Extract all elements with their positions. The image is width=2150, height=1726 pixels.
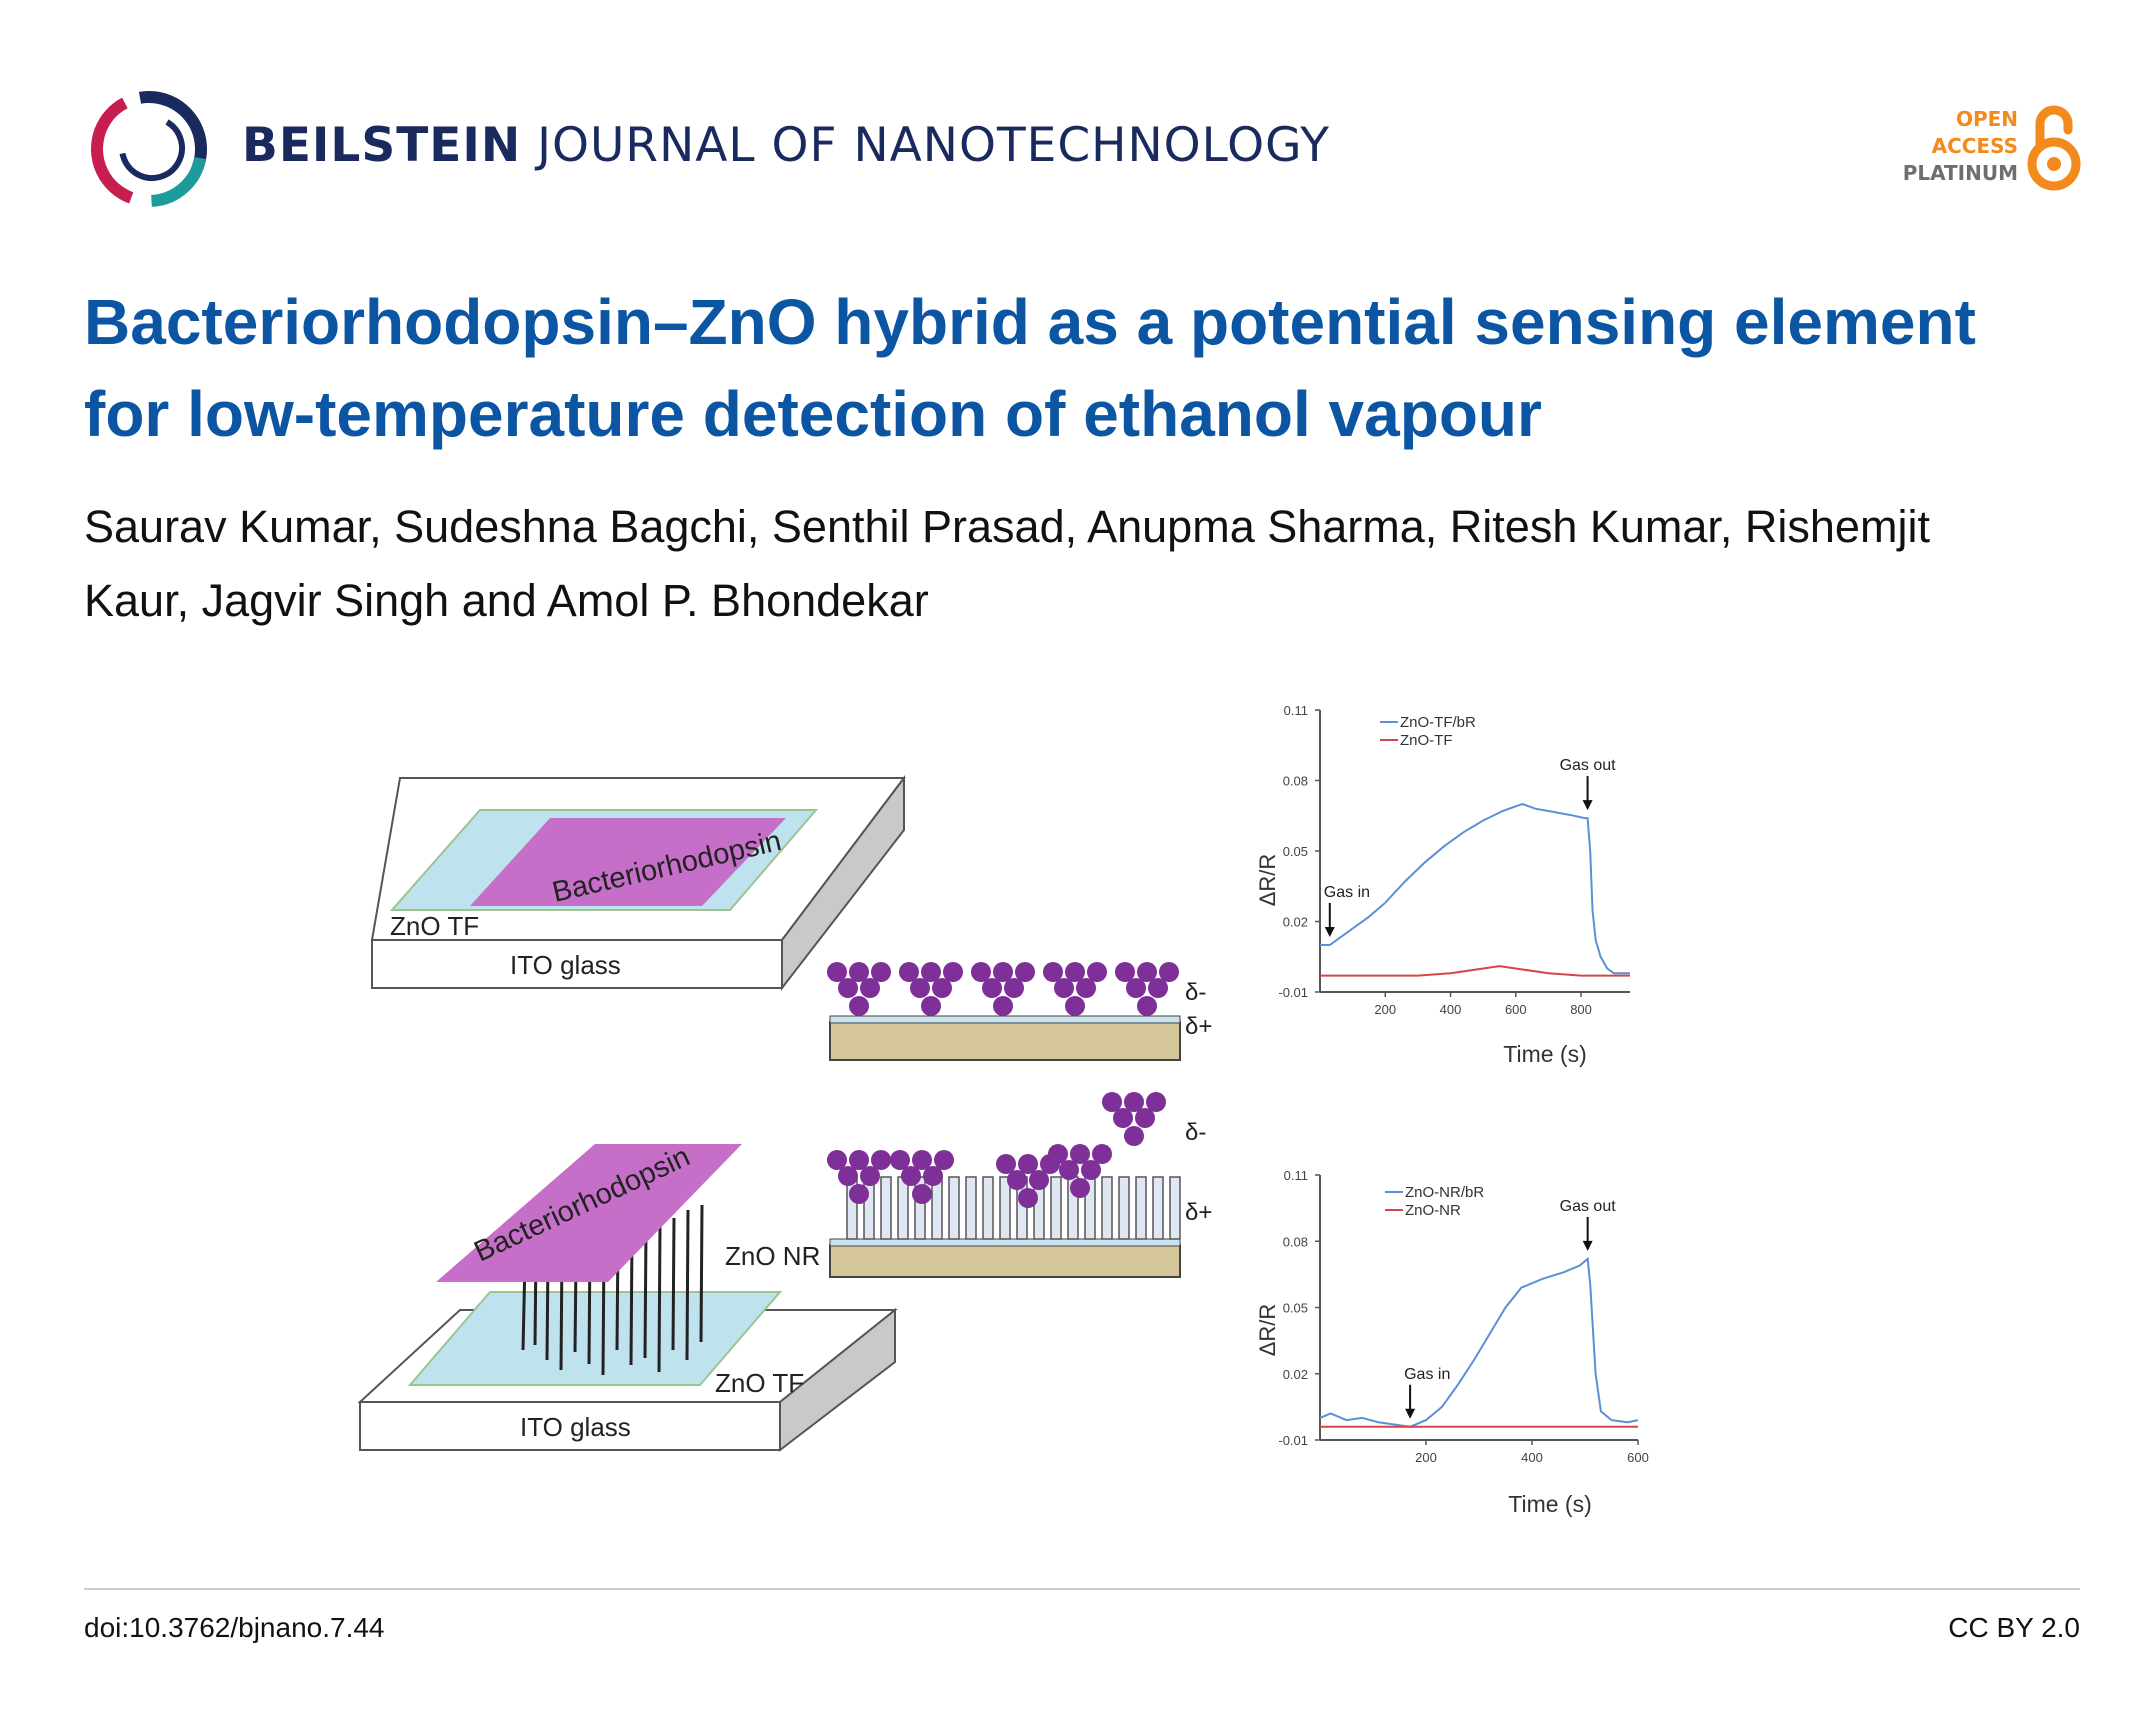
top-zno-label: ZnO TF (390, 911, 479, 941)
journal-name: BEILSTEIN JOURNAL OF NANOTECHNOLOGY (242, 118, 1330, 173)
chart-bottom: ΔR/R Time (s) 0.11 0.08 0.05 0.02 -0.01 200 40… (1255, 1168, 1649, 1517)
chart-bottom-xtick-label: 400 (1521, 1450, 1543, 1465)
open-access-lock-icon (2027, 105, 2081, 191)
chart-top-xtick-label: 400 (1440, 1002, 1462, 1017)
chart-bottom-xtick-label: 600 (1627, 1450, 1649, 1465)
bottom-delta-plus: δ+ (1185, 1199, 1212, 1226)
chart-top-legend-label: ZnO-TF (1400, 732, 1453, 749)
chart-top-xtick-label: 600 (1505, 1002, 1527, 1017)
top-delta-plus: δ+ (1185, 1013, 1212, 1040)
top-molecule-2 (899, 962, 963, 1016)
chart-top-series-bare-line (1320, 965, 1630, 977)
journal-name-bold: BEILSTEIN (242, 118, 522, 173)
bottom-glass-label: ITO glass (520, 1412, 631, 1442)
bottom-delta-minus: δ- (1185, 1119, 1206, 1146)
chart-bottom-ytick-label: 0.11 (1284, 1168, 1308, 1183)
chart-top-annotation-arrowhead (1582, 800, 1593, 811)
open-access-line2: ACCESS (1931, 134, 2018, 158)
bottom-molecule-4 (1048, 1144, 1112, 1198)
chart-bottom-xtick-label: 200 (1415, 1450, 1437, 1465)
chart-bottom-ytick-label: 0.02 (1283, 1367, 1308, 1382)
chart-top: ΔR/R Time (s) 0.11 0.08 0.05 0.02 -0.01 200 40… (1255, 703, 1630, 1067)
chart-bottom-ytick-label: 0.05 (1283, 1301, 1308, 1316)
nanorod-array (846, 1176, 1181, 1240)
chart-top-ytick-label: 0.08 (1283, 774, 1308, 789)
chart-top-ytick-label: 0.11 (1284, 703, 1308, 718)
chart-bottom-ylabel: ΔR/R (1255, 1304, 1280, 1357)
chart-bottom-xlabel: Time (s) (1508, 1491, 1591, 1517)
chart-bottom-legend-label: ZnO-NR/bR (1405, 1184, 1484, 1201)
open-access-line1: OPEN (1955, 107, 2018, 131)
bottom-zno-label: ZnO TF (715, 1368, 804, 1398)
top-molecule-1 (827, 962, 891, 1016)
open-access-label: OPEN ACCESS PLATINUM (1903, 106, 2018, 187)
top-molecule-3 (971, 962, 1035, 1016)
chart-top-ytick-label: -0.01 (1278, 985, 1308, 1000)
chart-top-xtick-label: 800 (1570, 1002, 1592, 1017)
bottom-device-schematic: Bacteriorhodopsin ZnO NR ZnO TF ITO glas… (357, 1141, 898, 1453)
chart-bottom-annotation-arrowhead (1582, 1240, 1593, 1251)
bottom-molecule-2 (890, 1150, 954, 1204)
top-glass-label: ITO glass (510, 950, 621, 980)
chart-top-annotation-label: Gas out (1560, 757, 1617, 774)
top-device-schematic: Bacteriorhodopsin ZnO TF ITO glass (370, 775, 907, 991)
chart-bottom-annotation-label: Gas in (1404, 1366, 1450, 1383)
top-molecule-5 (1115, 962, 1179, 1016)
chart-top-xlabel: Time (s) (1503, 1041, 1586, 1067)
chart-bottom-ytick-label: -0.01 (1278, 1433, 1308, 1448)
bottom-molecule-5 (1102, 1092, 1166, 1146)
bottom-nr-label: ZnO NR (725, 1241, 820, 1271)
footer-divider (84, 1588, 2080, 1590)
beilstein-logo-icon (91, 91, 207, 207)
journal-name-rest: JOURNAL OF NANOTECHNOLOGY (537, 118, 1330, 173)
article-title: Bacteriorhodopsin–ZnO hybrid as a potent… (84, 286, 1976, 450)
chart-top-series-hybrid-line (1320, 802, 1630, 975)
chart-top-ytick-label: 0.02 (1283, 915, 1308, 930)
chart-top-annotation-label: Gas in (1324, 884, 1370, 901)
license-text: CC BY 2.0 (1948, 1612, 2080, 1643)
bottom-molecule-1 (827, 1150, 891, 1204)
chart-bottom-annotation-arrowhead (1405, 1408, 1416, 1419)
chart-bottom-legend-label: ZnO-NR (1405, 1202, 1461, 1219)
chart-top-legend-label: ZnO-TF/bR (1400, 714, 1476, 731)
chart-top-ytick-label: 0.05 (1283, 844, 1308, 859)
chart-top-annotation-arrowhead (1324, 927, 1335, 937)
bottom-molecule-3 (996, 1154, 1060, 1208)
top-molecule-panel: δ- δ+ (827, 962, 1212, 1061)
article-authors: Saurav Kumar, Sudeshna Bagchi, Senthil P… (84, 501, 1930, 626)
chart-bottom-series-hybrid-line (1319, 1256, 1639, 1428)
top-molecule-4 (1043, 962, 1107, 1016)
chart-bottom-ytick-label: 0.08 (1283, 1234, 1308, 1249)
bottom-molecule-panel: δ- δ+ (827, 1092, 1212, 1278)
chart-top-xtick-label: 200 (1374, 1002, 1396, 1017)
graphical-abstract: Bacteriorhodopsin ZnO TF ITO glass δ- δ+ (357, 703, 1649, 1517)
open-access-line3: PLATINUM (1902, 161, 2018, 185)
chart-bottom-annotation-label: Gas out (1560, 1198, 1617, 1215)
chart-top-ylabel: ΔR/R (1255, 854, 1280, 907)
top-delta-minus: δ- (1185, 979, 1206, 1006)
doi-text: doi:10.3762/bjnano.7.44 (84, 1612, 385, 1643)
